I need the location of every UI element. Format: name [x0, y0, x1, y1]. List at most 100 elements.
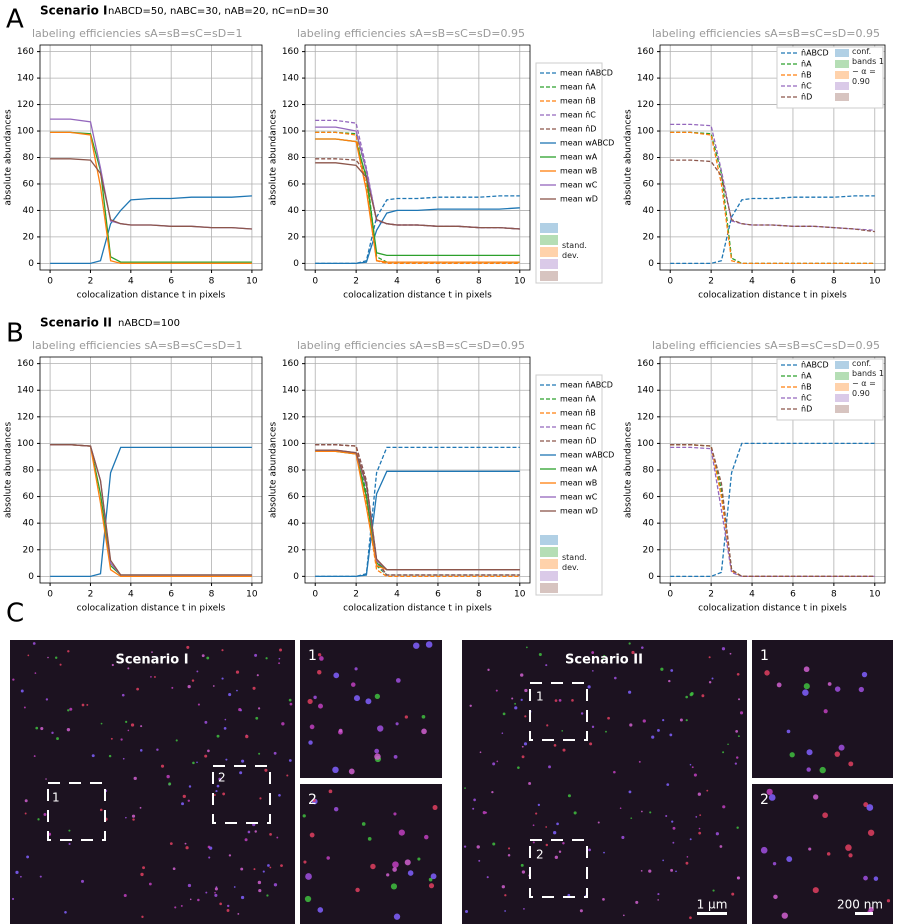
x-tick-label: 0 — [312, 590, 318, 600]
series-line — [315, 162, 520, 230]
spot — [520, 673, 524, 677]
x-tick-label: 8 — [831, 590, 837, 600]
spot — [417, 857, 421, 861]
spot — [262, 870, 265, 873]
spot — [241, 759, 245, 763]
legend-band-swatch — [835, 49, 849, 57]
y-tick-label: 0 — [648, 572, 654, 582]
spot — [727, 743, 729, 746]
spot — [133, 776, 137, 781]
spot — [848, 853, 853, 858]
plot-frame — [39, 44, 263, 271]
spot — [20, 875, 22, 878]
panel-letter: C — [6, 599, 24, 629]
x-tick-label: 8 — [476, 277, 482, 287]
y-tick-label: 80 — [288, 153, 300, 163]
series-line — [315, 449, 520, 571]
spot — [393, 812, 397, 816]
spot — [273, 751, 277, 755]
spot — [139, 749, 143, 752]
spot — [245, 734, 249, 739]
spot — [278, 657, 281, 660]
y-tick-label: 100 — [637, 439, 654, 449]
x-tick-label: 0 — [667, 590, 673, 600]
spot — [698, 831, 702, 835]
y-tick-label: 160 — [282, 359, 299, 369]
spot — [266, 894, 269, 897]
spot — [33, 755, 36, 758]
spot — [239, 771, 243, 775]
spot — [558, 698, 562, 702]
spot — [802, 689, 809, 696]
spot — [392, 861, 399, 868]
spot — [196, 670, 199, 673]
legend-band-swatch — [835, 372, 849, 380]
chart-title: labeling efficiencies sA=sB=sC=sD=0.95 — [297, 27, 525, 40]
spot — [189, 898, 192, 901]
legend-band-swatch — [540, 259, 558, 269]
spot — [834, 751, 841, 757]
spot — [665, 815, 668, 818]
spot — [302, 814, 306, 818]
spot — [141, 915, 144, 919]
spot — [591, 651, 595, 654]
x-tick-label: 0 — [667, 277, 673, 287]
spot — [127, 667, 130, 670]
spot — [553, 831, 557, 835]
spot — [628, 790, 632, 794]
spot — [130, 723, 135, 727]
spot — [672, 826, 676, 830]
spot — [247, 830, 251, 834]
spot — [487, 668, 490, 672]
y-tick-label: 120 — [637, 100, 654, 110]
spot — [252, 686, 256, 690]
y-axis-label: absolute abundances — [4, 422, 14, 519]
legend-band-swatch — [540, 547, 558, 557]
x-tick-label: 0 — [47, 277, 53, 287]
spot — [221, 649, 224, 652]
image-label: 1 — [760, 648, 769, 664]
series-line — [670, 444, 875, 578]
x-tick-label: 4 — [394, 277, 400, 287]
y-tick-label: 20 — [643, 545, 655, 555]
legend-label: n̂B — [801, 382, 812, 392]
spot — [657, 893, 660, 896]
x-tick-label: 6 — [435, 590, 441, 600]
spot — [150, 676, 152, 678]
spot — [69, 707, 73, 711]
spot — [614, 676, 617, 680]
spot — [511, 697, 514, 700]
y-tick-label: 40 — [288, 519, 300, 529]
series-line — [670, 442, 875, 578]
spot — [313, 695, 317, 700]
spot — [715, 832, 719, 836]
spot — [67, 650, 70, 653]
spot — [430, 873, 437, 880]
legend-label: mean wA — [560, 153, 598, 162]
spot — [153, 675, 156, 678]
spot — [685, 719, 688, 722]
spot — [222, 792, 226, 796]
micrograph — [300, 784, 442, 924]
spot — [393, 913, 401, 920]
scenario-title: Scenario I — [40, 4, 107, 18]
spot — [507, 847, 511, 850]
spot — [813, 794, 819, 800]
x-tick-label: 4 — [749, 277, 755, 287]
spot — [737, 735, 740, 738]
y-tick-label: 100 — [17, 127, 34, 137]
spot — [228, 854, 232, 857]
x-tick-label: 2 — [353, 277, 359, 287]
y-axis-label: absolute abundances — [624, 109, 634, 206]
spot — [819, 766, 826, 774]
spot — [278, 793, 281, 797]
spot — [502, 712, 506, 716]
spot — [689, 763, 692, 766]
series-line — [315, 444, 520, 578]
spot — [579, 909, 583, 913]
chart-title: labeling efficiencies sA=sB=sC=sD=0.95 — [652, 27, 880, 40]
spot — [303, 860, 307, 864]
spot — [668, 679, 671, 683]
x-tick-label: 2 — [708, 590, 714, 600]
